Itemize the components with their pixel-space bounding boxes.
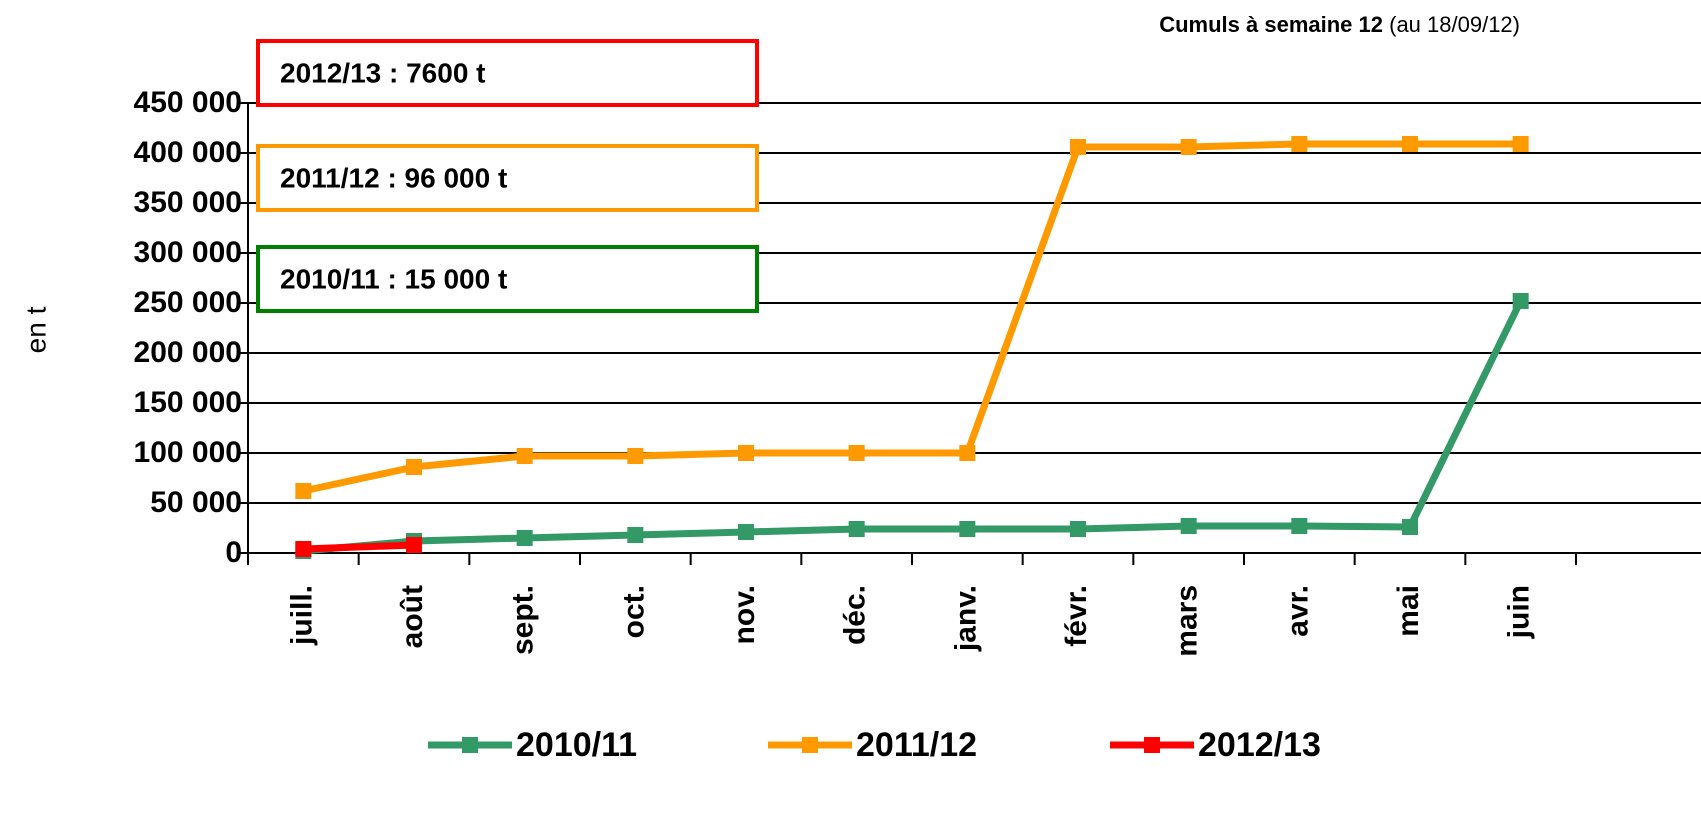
x-tick-label: mai xyxy=(1392,585,1425,637)
note: Cumuls à semaine 12 (au 18/09/12) xyxy=(1159,12,1520,37)
marker xyxy=(1402,136,1418,152)
y-tick-label: 50 000 xyxy=(150,486,242,519)
marker xyxy=(627,527,644,543)
marker xyxy=(1512,136,1529,152)
annotation-text: 2010/11 : 15 000 t xyxy=(280,263,507,294)
x-tick-label: mars xyxy=(1171,585,1204,657)
y-tick-label: 450 000 xyxy=(134,86,242,119)
y-tick-label: 250 000 xyxy=(134,286,242,319)
marker xyxy=(848,445,865,461)
x-tick-label: nov. xyxy=(728,585,761,644)
x-tick-label: déc. xyxy=(839,585,872,645)
marker xyxy=(516,448,533,464)
series-line xyxy=(303,541,415,553)
legend-marker xyxy=(802,737,818,753)
annotation-text: 2011/12 : 96 000 t xyxy=(280,162,507,193)
legend-marker xyxy=(462,737,478,753)
legend-label: 2012/13 xyxy=(1198,726,1321,764)
marker xyxy=(627,448,644,464)
annotation-box xyxy=(256,144,759,212)
x-tick-label: juill. xyxy=(285,585,318,646)
series-line xyxy=(303,299,1524,555)
marker xyxy=(848,521,865,537)
marker xyxy=(1070,139,1086,155)
marker xyxy=(406,459,422,475)
x-tick-label: oct. xyxy=(617,585,650,638)
y-tick-label: 400 000 xyxy=(134,136,242,169)
legend-marker xyxy=(1144,737,1160,753)
marker xyxy=(516,530,533,546)
marker xyxy=(1180,518,1197,534)
annotation-box xyxy=(256,245,759,313)
x-tick-label: févr. xyxy=(1060,585,1093,647)
y-tick-label: 200 000 xyxy=(134,336,242,369)
marker xyxy=(1291,518,1308,534)
y-tick-label: 0 xyxy=(225,536,242,569)
marker xyxy=(959,445,976,461)
marker xyxy=(738,445,754,461)
note-date: (au 18/09/12) xyxy=(1389,12,1520,37)
y-tick-label: 300 000 xyxy=(134,236,242,269)
x-tick-label: sept. xyxy=(507,585,540,655)
x-tick-label: avr. xyxy=(1281,585,1314,637)
legend-label: 2011/12 xyxy=(856,726,977,764)
annotation-box xyxy=(256,39,759,107)
marker xyxy=(1070,521,1086,537)
marker xyxy=(738,524,754,540)
marker xyxy=(295,483,312,499)
marker xyxy=(406,537,422,553)
marker xyxy=(1291,136,1308,152)
legend-label: 2010/11 xyxy=(516,726,637,764)
y-tick-label: 150 000 xyxy=(134,386,242,419)
y-tick-label: 350 000 xyxy=(134,186,242,219)
x-tick-label: janv. xyxy=(949,585,982,652)
note-bold: Cumuls à semaine 12 xyxy=(1159,12,1383,37)
x-tick-label: juin xyxy=(1503,585,1536,639)
series-line xyxy=(302,140,1521,495)
marker xyxy=(1512,293,1529,309)
marker xyxy=(1180,139,1197,155)
marker xyxy=(295,541,312,557)
marker xyxy=(1402,519,1418,535)
annotation-text: 2012/13 : 7600 t xyxy=(280,57,486,88)
y-axis-label: en t xyxy=(20,306,51,353)
marker xyxy=(959,521,976,537)
x-tick-label: août xyxy=(396,585,429,648)
y-tick-label: 100 000 xyxy=(134,436,242,469)
